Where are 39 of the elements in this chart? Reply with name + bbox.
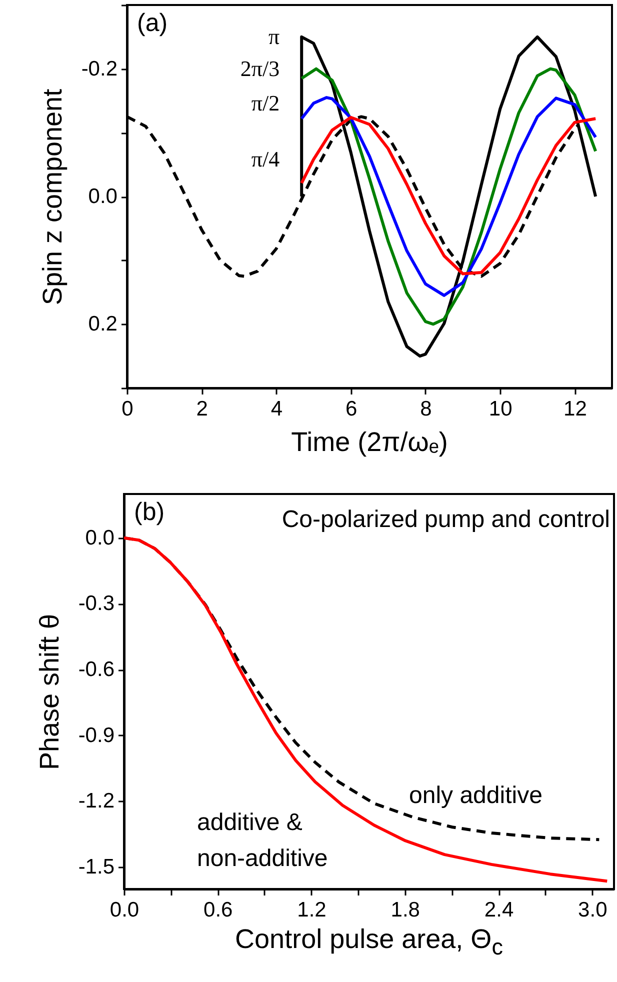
x-tick-label: 4 [270,398,283,420]
x-axis-title: Time (2π/ωₑ) [290,426,449,458]
x-tick-label: 10 [488,398,512,420]
annotation: additive & [197,809,302,836]
x-tick-label: 8 [420,398,432,420]
x-tick-label: 0 [122,398,134,420]
x-tick-label: 12 [564,398,587,420]
series-label: π/4 [251,146,280,172]
line-series [300,67,598,326]
x-tick-label: 3.0 [578,898,608,922]
series-label: π [268,24,280,49]
y-tick-label: 0.2 [88,312,118,336]
x-tick-label: 0.6 [204,898,233,922]
y-axis-title: Phase shift θ [34,614,64,770]
line-series [300,116,598,276]
x-tick-label: 1.8 [390,898,420,922]
x-tick-label: 2.4 [484,898,514,922]
y-tick-label: -0.9 [78,724,114,747]
annotation: (b) [134,498,165,526]
x-tick-label: 0.0 [110,898,140,922]
x-tick-label: 1.2 [297,898,326,922]
annotation: only additive [409,782,542,809]
annotation: Co-polarized pump and control [282,506,610,533]
y-tick-label: 0.0 [88,185,118,208]
y-tick-label: -1.5 [78,856,114,879]
y-tick-label: -1.2 [78,790,114,813]
y-tick-label: -0.3 [78,592,114,616]
y-axis-title: Spin z component [37,88,68,306]
y-tick-label: 0.0 [85,526,114,550]
series-label: π/2 [251,90,280,116]
y-tick-label: -0.2 [81,57,118,80]
annotation: (a) [137,9,168,37]
y-tick-label: -0.6 [78,658,114,682]
x-tick-label: 2 [196,398,208,420]
x-tick-label: 6 [346,398,358,420]
annotation: non-additive [197,845,328,872]
series-label: 2π/3 [240,56,280,81]
line-series [300,96,598,297]
x-axis-title: Control pulse area, Θ$_{c}$ [234,923,504,962]
